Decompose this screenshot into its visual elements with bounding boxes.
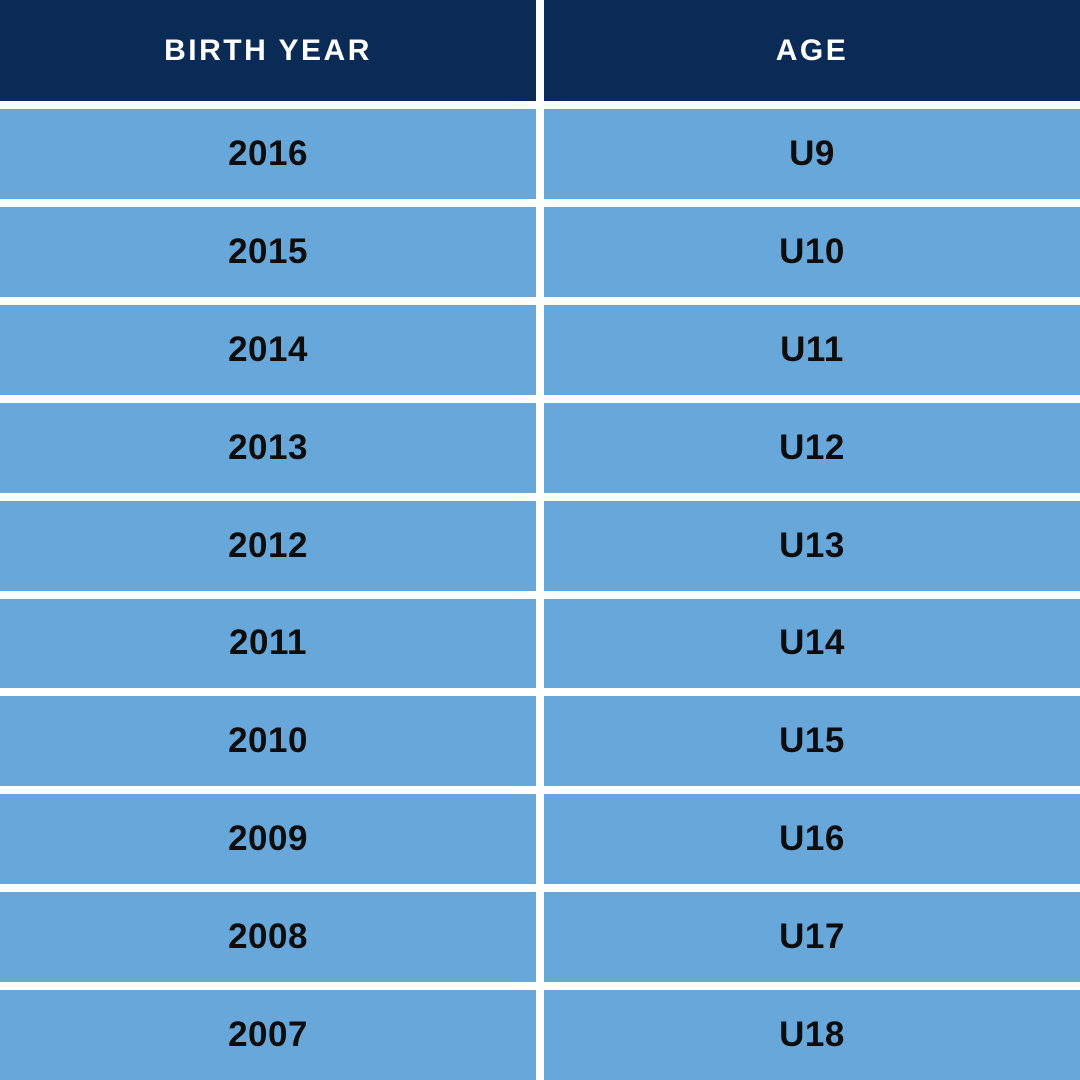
table-row: 2014 U11 [0,304,1080,395]
table-row: 2013 U12 [0,402,1080,493]
column-header-birth-year: BIRTH YEAR [0,0,536,101]
table-row: 2010 U15 [0,696,1080,787]
age-cell: U16 [544,794,1080,885]
birth-year-cell: 2009 [0,794,536,885]
age-cell: U14 [544,598,1080,689]
column-header-age: AGE [544,0,1080,101]
birth-year-cell: 2015 [0,206,536,297]
birth-year-cell: 2013 [0,402,536,493]
age-cell: U12 [544,402,1080,493]
birth-year-cell: 2008 [0,892,536,983]
birth-year-cell: 2012 [0,500,536,591]
table-row: 2007 U18 [0,990,1080,1080]
birth-year-cell: 2014 [0,304,536,395]
age-cell: U10 [544,206,1080,297]
age-cell: U9 [544,109,1080,199]
age-cell: U17 [544,892,1080,983]
birth-year-cell: 2007 [0,990,536,1080]
table-header-row: BIRTH YEAR AGE [0,0,1080,101]
age-cell: U15 [544,696,1080,787]
table-row: 2008 U17 [0,892,1080,983]
table-row: 2009 U16 [0,794,1080,885]
age-cell: U13 [544,500,1080,591]
birth-year-cell: 2010 [0,696,536,787]
birth-year-cell: 2016 [0,109,536,199]
table-row: 2011 U14 [0,598,1080,689]
birth-year-cell: 2011 [0,598,536,689]
age-cell: U11 [544,304,1080,395]
table-row: 2016 U9 [0,109,1080,199]
age-cell: U18 [544,990,1080,1080]
table-row: 2015 U10 [0,206,1080,297]
table-row: 2012 U13 [0,500,1080,591]
